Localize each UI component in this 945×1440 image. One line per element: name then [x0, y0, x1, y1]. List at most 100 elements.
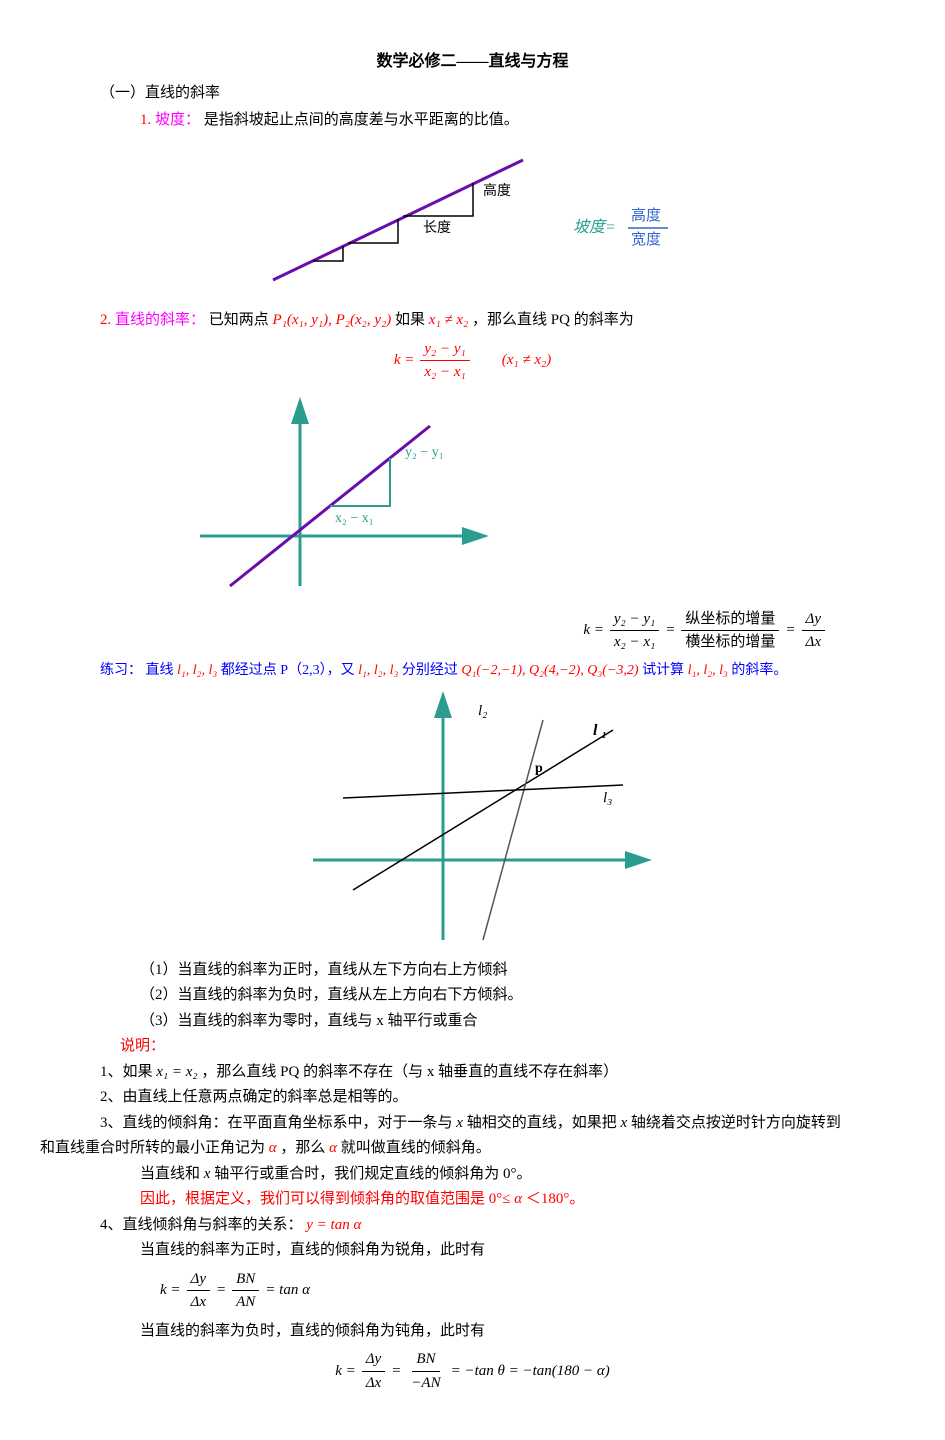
note3-concl-b: ＜180°。: [526, 1191, 585, 1207]
l1-label: l ₁: [593, 722, 607, 739]
item-2-num: 2.: [100, 312, 111, 328]
ratio-den: 宽度: [631, 231, 661, 248]
n4f2-den2: −AN: [407, 1372, 444, 1395]
n4f2-eq: =: [391, 1360, 401, 1383]
item-2-pre: 已知两点: [209, 312, 269, 328]
dx-label: x₂ − x₁: [335, 511, 374, 526]
item-2-points: P₁(x₁, y₁), P₂(x₂, y₂): [273, 312, 392, 328]
item-1: 1. 坡度： 是指斜坡起止点间的高度差与水平距离的比值。: [100, 109, 845, 132]
slope-lhs: k =: [394, 349, 415, 372]
note-2: 2、由直线上任意两点确定的斜率总是相等的。: [100, 1086, 845, 1109]
slope-cond: (x₁ ≠ x₂): [502, 349, 551, 372]
note1-a: 1、如果: [100, 1064, 153, 1080]
dy-label: y₂ − y₁: [405, 445, 444, 460]
slope-diagram: 高度 长度 坡度= 高度 宽度: [233, 140, 713, 300]
observation-1: （1）当直线的斜率为正时，直线从左下方向右上方倾斜: [100, 959, 845, 982]
n4f1-eq: =: [216, 1279, 226, 1302]
note3-e: ，那么: [280, 1140, 325, 1156]
note4-formula: y = tan α: [306, 1217, 361, 1233]
point-p: p: [535, 761, 543, 776]
ratio-lhs: 坡度=: [573, 218, 616, 236]
note3-x2: x: [620, 1115, 630, 1131]
slope-num: y₂ − y₁: [420, 338, 469, 362]
note3-alpha1: α: [269, 1140, 277, 1156]
note4-b: 当直线的斜率为正时，直线的倾斜角为锐角，此时有: [100, 1239, 845, 1262]
note-3: 3、直线的倾斜角：在平面直角坐标系中，对于一条与 x 轴相交的直线，如果把 x …: [100, 1112, 845, 1135]
three-lines-diagram: l ₁ l₂ l₃ p: [283, 690, 663, 950]
note-3-line3: 当直线和 x 轴平行或重合时，我们规定直线的倾斜角为 0°。: [100, 1163, 845, 1186]
observation-3: （3）当直线的斜率为零时，直线与 x 轴平行或重合: [100, 1010, 845, 1033]
l3-label: l₃: [603, 790, 612, 806]
note3-c: 轴绕着交点按逆时针方向旋转到: [631, 1115, 841, 1131]
sf2-num: y₂ − y₁: [610, 608, 659, 632]
sf2-den: x₂ − x₁: [610, 631, 659, 654]
note4-formula-1: k = Δy Δx = BN AN = tan α: [100, 1268, 845, 1314]
item-2-cond: x₁ ≠ x₂: [429, 312, 468, 328]
n4f1-den2: AN: [232, 1291, 259, 1314]
practice-lines-2: l₁, l₂, l₃: [358, 663, 398, 678]
practice-line: 练习： 直线 l₁, l₂, l₃ 都经过点 P（2,3），又 l₁, l₂, …: [100, 660, 845, 681]
item-1-text: 是指斜坡起止点间的高度差与水平距离的比值。: [204, 112, 519, 128]
slope-formula-2: k = y₂ − y₁ x₂ − x₁ = 纵坐标的增量 横坐标的增量 = Δy…: [100, 608, 845, 654]
slope-den: x₂ − x₁: [420, 361, 469, 384]
note4-c: 当直线的斜率为负时，直线的倾斜角为钝角，此时有: [100, 1320, 845, 1343]
item-2-key: 直线的斜率：: [115, 312, 205, 328]
item-2-post: ，那么直线 PQ 的斜率为: [472, 312, 634, 328]
section-1-heading: （一）直线的斜率: [100, 82, 845, 105]
l2-label: l₂: [478, 703, 487, 719]
note3-b: 轴相交的直线，如果把: [467, 1115, 617, 1131]
practice-t4: 试计算: [642, 663, 684, 678]
note3-x3: x: [204, 1166, 214, 1182]
length-label: 长度: [423, 220, 451, 236]
slope-formula-1: k = y₂ − y₁ x₂ − x₁ (x₁ ≠ x₂): [100, 338, 845, 384]
n4f1-lhs: k =: [160, 1279, 181, 1302]
note-label: 说明：: [100, 1035, 845, 1058]
sf2-dy: Δy: [802, 608, 825, 632]
note3-h: 轴平行或重合时，我们规定直线的倾斜角为 0°。: [214, 1166, 531, 1182]
practice-t1: 直线: [146, 663, 174, 678]
note3-a: 3、直线的倾斜角：在平面直角坐标系中，对于一条与: [100, 1115, 453, 1131]
n4f1-rhs: = tan α: [265, 1279, 310, 1302]
practice-label: 练习：: [100, 663, 142, 678]
sf2-cn-den: 横坐标的增量: [681, 631, 779, 654]
item-2-mid: 如果: [395, 312, 429, 328]
note3-d: 和直线重合时所转的最小正角记为: [40, 1140, 265, 1156]
sf2-eq2: =: [785, 619, 795, 642]
sf2-cn-num: 纵坐标的增量: [681, 608, 779, 632]
sf2-dx: Δx: [802, 631, 825, 654]
practice-t3: 分别经过: [402, 663, 458, 678]
n4f2-num1: Δy: [362, 1348, 385, 1372]
n4f2-lhs: k =: [335, 1360, 356, 1383]
page-title: 数学必修二——直线与方程: [100, 50, 845, 74]
note-3-line2: 和直线重合时所转的最小正角记为 α ，那么 α 就叫做直线的倾斜角。: [40, 1137, 845, 1160]
observation-2: （2）当直线的斜率为负时，直线从左上方向右下方倾斜。: [100, 984, 845, 1007]
note3-g: 当直线和: [140, 1166, 200, 1182]
note-1: 1、如果 x₁ = x₂ ，那么直线 PQ 的斜率不存在（与 x 轴垂直的直线不…: [100, 1061, 845, 1084]
n4f2-den1: Δx: [362, 1372, 385, 1395]
n4f2-rhs: = −tan θ = −tan(180 − α): [451, 1360, 610, 1383]
item-2: 2. 直线的斜率： 已知两点 P₁(x₁, y₁), P₂(x₂, y₂) 如果…: [100, 309, 845, 332]
practice-t2: 都经过点 P（2,3），又: [221, 663, 355, 678]
coord-slope-diagram: y₂ − y₁ x₂ − x₁: [180, 396, 500, 596]
practice-t5: 的斜率。: [731, 663, 787, 678]
note3-f: 就叫做直线的倾斜角。: [341, 1140, 491, 1156]
note4-formula-2: k = Δy Δx = BN −AN = −tan θ = −tan(180 −…: [100, 1348, 845, 1394]
n4f2-num2: BN: [412, 1348, 439, 1372]
note1-b: ，那么直线 PQ 的斜率不存在（与 x 轴垂直的直线不存在斜率）: [201, 1064, 618, 1080]
n4f1-num2: BN: [232, 1268, 259, 1292]
practice-lines-3: l₁, l₂, l₃: [688, 663, 728, 678]
note4-a: 4、直线倾斜角与斜率的关系：: [100, 1217, 303, 1233]
height-label: 高度: [483, 182, 511, 199]
note-3-conclusion: 因此，根据定义，我们可以得到倾斜角的取值范围是 0°≤ α ＜180°。: [100, 1188, 845, 1211]
note3-x1: x: [456, 1115, 466, 1131]
note3-alpha2-1: α: [329, 1140, 337, 1156]
note3-alpha-concl: α: [514, 1191, 522, 1207]
item-1-key: 坡度：: [155, 112, 200, 128]
sf2-eq1: =: [665, 619, 675, 642]
ratio-num: 高度: [631, 207, 661, 224]
n4f1-den1: Δx: [187, 1291, 210, 1314]
note3-concl-a: 因此，根据定义，我们可以得到倾斜角的取值范围是 0°≤: [140, 1191, 510, 1207]
practice-lines-1: l₁, l₂, l₃: [177, 663, 217, 678]
practice-pts: Q₁(−2,−1), Q₂(4,−2), Q₃(−3,2): [461, 663, 638, 678]
note1-cond: x₁ = x₂: [156, 1064, 197, 1080]
